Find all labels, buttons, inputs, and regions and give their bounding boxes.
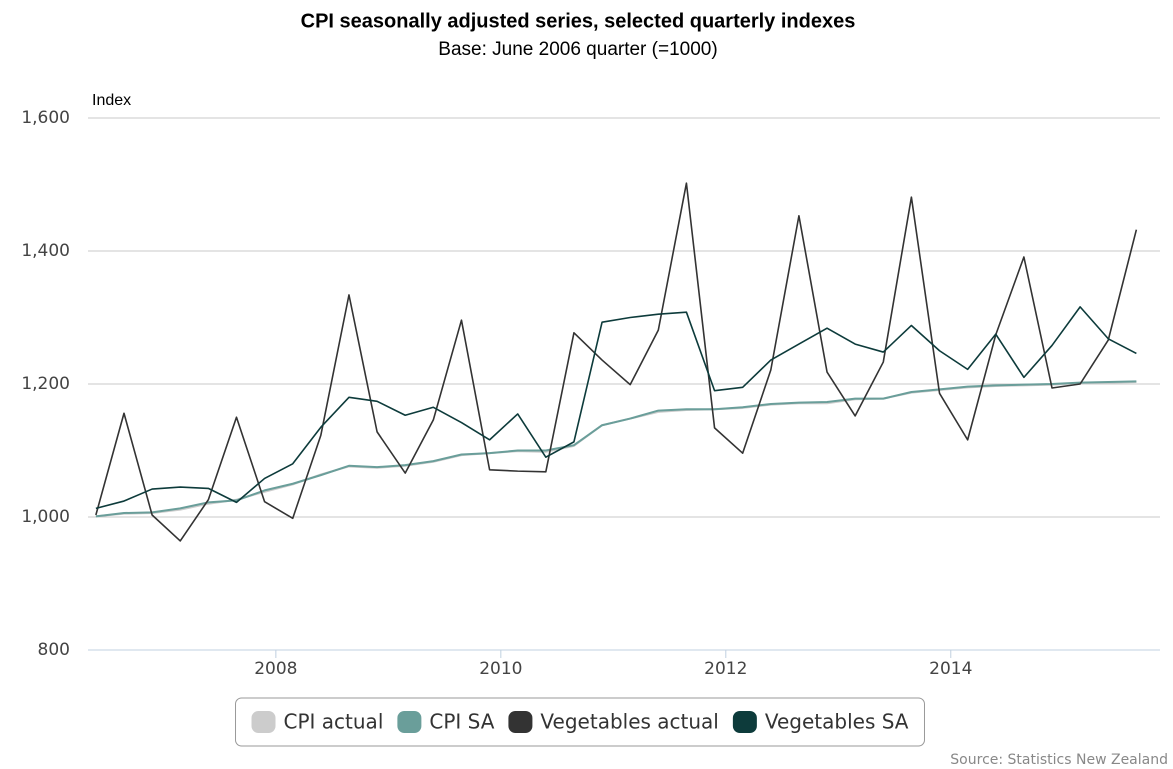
legend-swatch: [397, 711, 422, 733]
legend-label: Vegetables actual: [540, 710, 718, 734]
legend-swatch: [508, 711, 533, 733]
legend-box: [235, 697, 925, 747]
legend-item[interactable]: Vegetables SA: [732, 710, 909, 734]
legend-label: CPI actual: [284, 710, 384, 734]
y-tick-label: 1,400: [21, 241, 70, 261]
legend-item[interactable]: Vegetables actual: [508, 710, 719, 734]
legend-label: Vegetables SA: [765, 710, 909, 734]
y-tick-label: 1,600: [21, 108, 70, 128]
x-tick-label: 2014: [929, 659, 972, 679]
legend-swatch: [251, 711, 276, 733]
x-tick-label: 2012: [704, 659, 747, 679]
chart-subtitle: Base: June 2006 quarter (=1000): [438, 39, 717, 60]
series-line: [95, 306, 1137, 510]
y-axis-label: Index: [92, 92, 131, 109]
y-tick-label: 800: [38, 640, 70, 660]
legend-item[interactable]: CPI SA: [397, 710, 495, 734]
series-line: [95, 380, 1137, 518]
legend-swatch: [732, 711, 757, 733]
source: Source: Statistics New Zealand: [950, 752, 1168, 768]
chart-title: CPI seasonally adjusted series, selected…: [301, 10, 856, 32]
x-tick-label: 2008: [254, 659, 297, 679]
series-line: [95, 182, 1138, 542]
legend-label: CPI SA: [429, 710, 494, 734]
y-tick-label: 1,200: [21, 374, 70, 394]
legend-item[interactable]: CPI actual: [251, 710, 384, 734]
x-tick-label: 2010: [479, 659, 522, 679]
y-tick-label: 1,000: [21, 507, 70, 527]
legend: CPI actual CPI SA Vegetables actual Vegetab…: [235, 697, 925, 747]
series-line: [95, 381, 1137, 518]
